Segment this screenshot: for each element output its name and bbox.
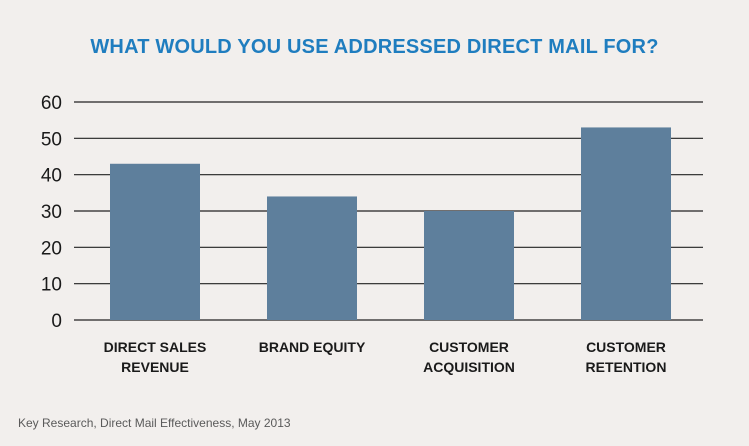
- bar-brand-equity: [267, 196, 357, 320]
- y-tick-label: 20: [41, 238, 62, 259]
- y-axis-ticks: 0 10 20 30 40 50 60: [41, 93, 62, 332]
- x-category-label: BRAND EQUITY: [259, 339, 366, 355]
- bar-direct-sales-revenue: [110, 163, 200, 320]
- y-tick-label: 30: [41, 202, 62, 223]
- y-tick-label: 60: [41, 93, 62, 114]
- y-tick-label: 40: [41, 166, 62, 187]
- x-category-label: CUSTOMER ACQUISITION: [423, 339, 515, 375]
- y-tick-label: 0: [51, 311, 62, 332]
- chart-title: WHAT WOULD YOU USE ADDRESSED DIRECT MAIL…: [90, 36, 659, 58]
- x-axis-categories: DIRECT SALES REVENUE BRAND EQUITY CUSTOMER A…: [104, 339, 667, 375]
- y-tick-label: 10: [41, 275, 62, 296]
- bars: [110, 127, 671, 320]
- x-category-label: DIRECT SALES REVENUE: [104, 339, 207, 375]
- x-category-label: CUSTOMER RETENTION: [586, 339, 667, 375]
- bar-customer-acquisition: [424, 211, 514, 320]
- y-tick-label: 50: [41, 129, 62, 150]
- bar-customer-retention: [581, 127, 671, 320]
- source-note: Key Research, Direct Mail Effectiveness,…: [18, 416, 291, 430]
